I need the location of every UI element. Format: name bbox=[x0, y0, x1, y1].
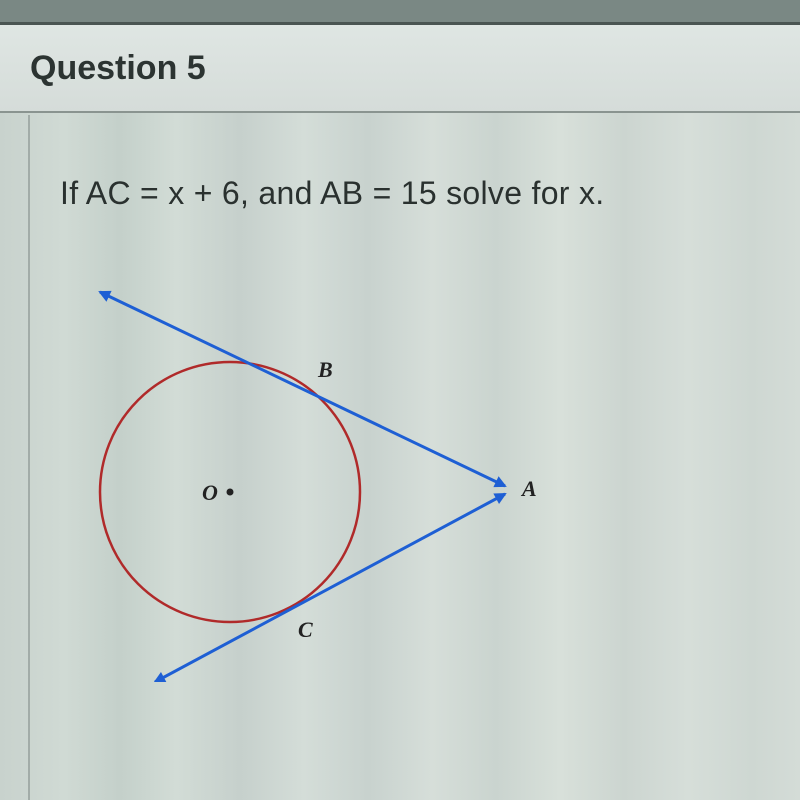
label-A: A bbox=[520, 476, 537, 501]
problem-statement: If AC = x + 6, and AB = 15 solve for x. bbox=[60, 175, 770, 212]
tangent-line-AC bbox=[155, 494, 505, 682]
window-top-edge bbox=[0, 0, 800, 25]
screen: Question 5 If AC = x + 6, and AB = 15 so… bbox=[0, 0, 800, 800]
geometry-diagram: O B C A bbox=[60, 282, 580, 682]
diagram-svg: O B C A bbox=[60, 282, 580, 682]
label-B: B bbox=[317, 357, 333, 382]
tangent-line-AB bbox=[100, 292, 505, 486]
content-area: If AC = x + 6, and AB = 15 solve for x. … bbox=[28, 115, 800, 800]
label-C: C bbox=[298, 617, 313, 642]
label-O: O bbox=[202, 480, 218, 505]
center-dot bbox=[227, 489, 234, 496]
question-header: Question 5 bbox=[0, 25, 800, 113]
question-title: Question 5 bbox=[30, 49, 206, 88]
